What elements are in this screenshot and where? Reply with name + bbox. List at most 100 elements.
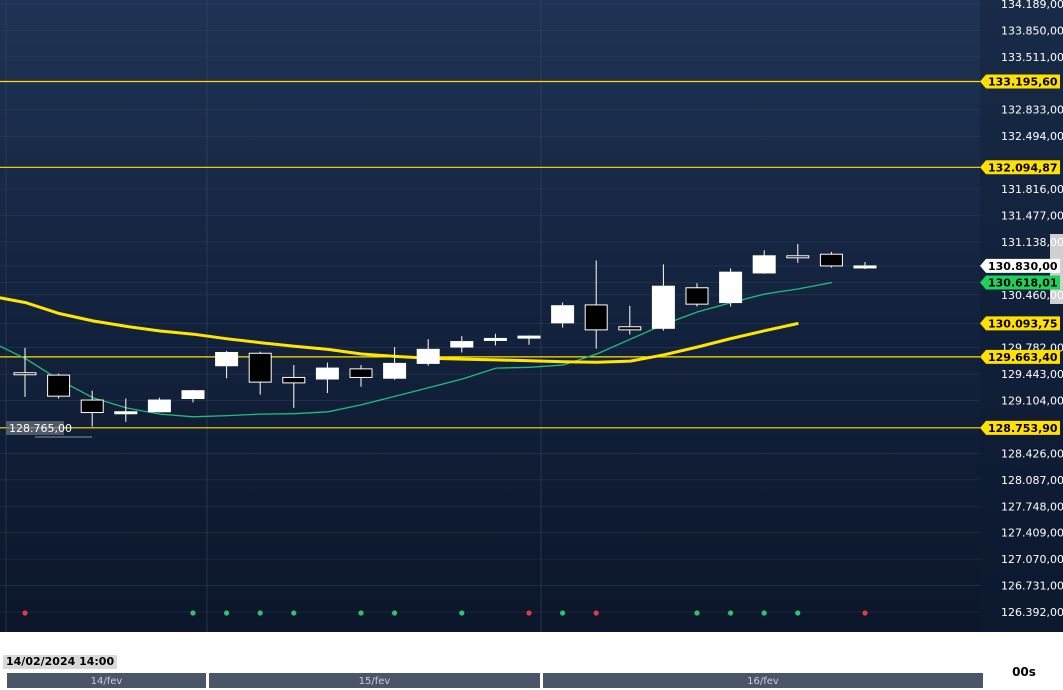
- ma-fast-line: [0, 281, 833, 418]
- low-marker-label: 128.765,00: [9, 422, 72, 435]
- day-bar-segment: [543, 673, 983, 688]
- price-tick-label: 133.850,00: [1001, 24, 1063, 37]
- time-tick-label: 0: [113, 656, 121, 669]
- candle: [13, 347, 37, 397]
- candle-body: [47, 374, 71, 397]
- price-tag-bg: [980, 316, 1060, 331]
- time-tick-label: 15:00: [757, 656, 792, 669]
- price-tag: 130.830,00: [980, 258, 1060, 273]
- candle-body: [114, 411, 138, 415]
- candle-body: [450, 341, 474, 348]
- day-bar-segment: [7, 673, 206, 688]
- price-tick-label: 129.104,00: [1001, 395, 1063, 408]
- price-tick-label: 133.511,00: [1001, 51, 1063, 64]
- candle-body: [483, 337, 507, 341]
- candle: [47, 373, 71, 399]
- price-tag: 130.618,01: [980, 275, 1060, 290]
- candle-body: [853, 265, 877, 269]
- candle-body: [282, 376, 306, 384]
- price-tick-label: 126.731,00: [1001, 580, 1063, 593]
- price-tag-label: 129.663,40: [988, 351, 1058, 364]
- price-tag-bg: [980, 160, 1060, 175]
- signal-dot: [22, 610, 28, 616]
- signal-dot: [728, 610, 734, 616]
- price-tag-label: 130.830,00: [988, 260, 1058, 273]
- time-tick-label: 15:00: [423, 656, 458, 669]
- day-label: 14/fev: [91, 676, 123, 687]
- price-tag-label: 132.094,87: [988, 161, 1058, 174]
- price-tick-label: 128.426,00: [1001, 447, 1063, 460]
- time-tick-label: 09:00: [222, 656, 257, 669]
- candle: [349, 364, 373, 387]
- price-tag-bg: [980, 420, 1060, 435]
- candle-body: [248, 352, 272, 383]
- price-axis-bg: [980, 0, 1063, 632]
- signal-dot: [526, 610, 532, 616]
- time-tick-label: 13:00: [356, 656, 391, 669]
- candle: [215, 350, 239, 379]
- price-tick-label: 127.070,00: [1001, 553, 1063, 566]
- time-tick-label: 17:00: [155, 656, 190, 669]
- price-tag-label: 133.195,60: [988, 75, 1058, 88]
- price-tag-label: 130.618,01: [988, 276, 1058, 289]
- price-tick-label: 126.392,00: [1001, 606, 1063, 619]
- day-label: 15/fev: [359, 676, 391, 687]
- signal-dot: [459, 610, 465, 616]
- candle-body: [517, 335, 541, 339]
- signal-dot: [761, 610, 767, 616]
- time-tick-label: 11:00: [624, 656, 659, 669]
- candle: [383, 347, 407, 380]
- candle: [315, 362, 339, 394]
- chart-grid: [0, 0, 980, 632]
- candle-body: [416, 348, 440, 364]
- signal-dot: [593, 610, 599, 616]
- candle-body: [719, 271, 743, 304]
- signal-dot: [224, 610, 230, 616]
- price-tick-label: 127.748,00: [1001, 500, 1063, 513]
- candle: [786, 244, 810, 263]
- candle-body: [181, 390, 205, 399]
- price-tag-label: 128.753,90: [988, 422, 1058, 435]
- candle: [584, 260, 608, 349]
- candle-body: [80, 399, 104, 414]
- candle: [719, 268, 743, 307]
- candle: [853, 262, 877, 270]
- candle-body: [13, 372, 37, 376]
- candle-body: [584, 304, 608, 331]
- price-axis: 134.189,00 133.850,00 133.511,00 132.833,00…: [980, 0, 1063, 632]
- signal-dot: [392, 610, 398, 616]
- price-tag-bg: [980, 74, 1060, 89]
- candle-body: [651, 285, 675, 329]
- candle: [282, 364, 306, 408]
- time-tick-label: 13:00: [691, 656, 726, 669]
- price-tick-label: 131.816,00: [1001, 183, 1063, 196]
- price-tick-label: 131.477,00: [1001, 209, 1063, 222]
- candle-body: [752, 255, 776, 274]
- moving-averages: [0, 281, 833, 418]
- price-tag-label: 130.093,75: [988, 317, 1058, 330]
- price-tag: 132.094,87: [980, 160, 1060, 175]
- candle-body: [215, 351, 239, 367]
- candle: [450, 336, 474, 353]
- time-tick-label: 09:00: [556, 656, 591, 669]
- price-tag: 128.753,90: [980, 420, 1060, 435]
- candle-body: [819, 253, 843, 267]
- price-tag-bg: [980, 258, 1060, 273]
- price-tick-label: 128.087,00: [1001, 474, 1063, 487]
- low-marker-box: [6, 420, 64, 435]
- price-tag: 130.093,75: [980, 316, 1060, 331]
- price-tick-label: 129.443,00: [1001, 368, 1063, 381]
- candle: [181, 389, 205, 403]
- candle-timer: 00s: [985, 653, 1063, 690]
- time-tick-label: 17:00: [489, 656, 524, 669]
- price-tick-label: 134.189,00: [1001, 0, 1063, 11]
- candle-body: [786, 255, 810, 259]
- candle-body: [147, 399, 171, 413]
- candle: [685, 283, 709, 307]
- candle-body: [685, 287, 709, 305]
- signal-dot: [291, 610, 297, 616]
- price-tick-label: 130.460,00: [1001, 289, 1063, 302]
- signal-dot: [560, 610, 566, 616]
- ma-slow-line: [0, 296, 799, 364]
